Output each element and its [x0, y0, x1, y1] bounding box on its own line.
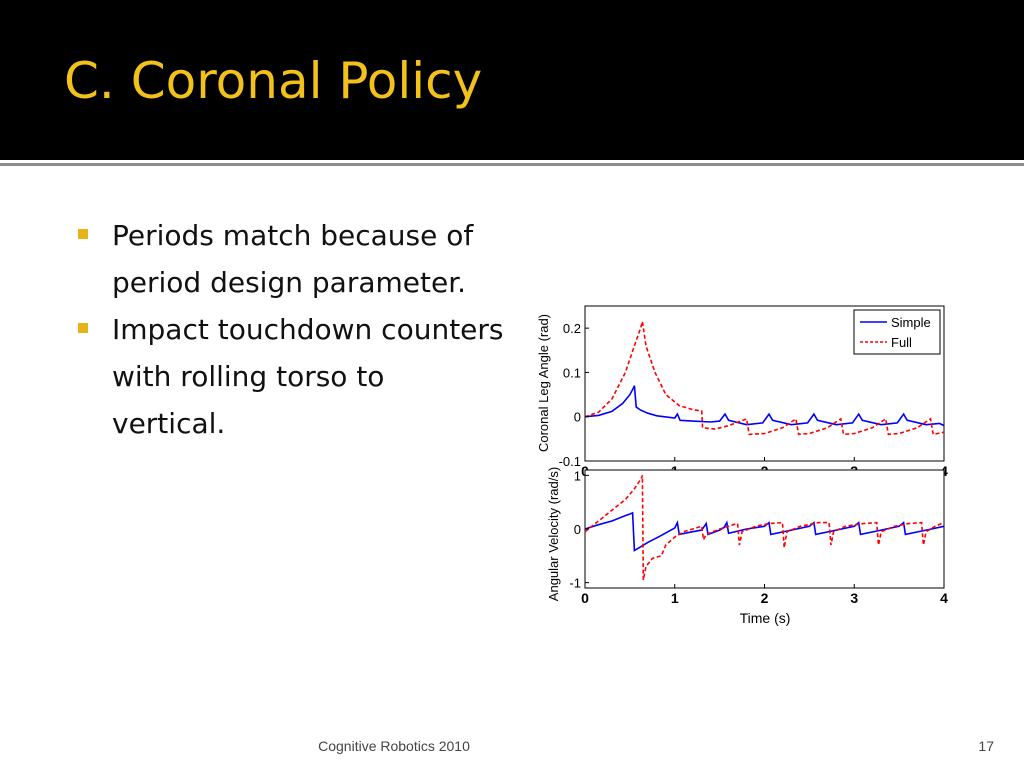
- legend-box: [853, 309, 941, 355]
- bullet-text: Periods match because of period design p…: [112, 219, 474, 299]
- leg-angle-series-group: [584, 321, 945, 436]
- leg-angle-y-tick-label: 0.1: [563, 365, 581, 380]
- bullet-item-periods: Periods match because of period design p…: [76, 212, 506, 306]
- angular-velocity-x-tick-label: 4: [940, 590, 948, 606]
- bullet-text: Impact touchdown counters with rolling t…: [112, 313, 504, 440]
- title-bar: C. Coronal Policy: [0, 0, 1024, 160]
- angular-velocity-series-full: [584, 475, 945, 581]
- bullet-square-icon: [78, 323, 88, 333]
- angular-velocity-x-tick-label: 0: [581, 590, 589, 606]
- legend-full-label: Full: [891, 335, 912, 350]
- leg-angle-y-axis-label: Coronal Leg Angle (rad): [536, 314, 551, 452]
- leg-angle-y-tick-label: 0: [574, 410, 581, 425]
- angular-velocity-x-ticks: 0 1 2 3 4: [581, 584, 948, 606]
- angular-velocity-x-tick-label: 2: [761, 590, 769, 606]
- bullet-list: Periods match because of period design p…: [76, 212, 506, 447]
- leg-angle-y-tick-label: 0.2: [563, 321, 581, 336]
- footer-course: Cognitive Robotics 2010: [318, 738, 470, 754]
- angular-velocity-y-axis-label: Angular Velocity (rad/s): [546, 467, 561, 601]
- angular-velocity-series-group: [584, 475, 945, 581]
- bullet-square-icon: [78, 229, 88, 239]
- page-number: 17: [978, 738, 994, 754]
- time-x-axis-label: Time (s): [740, 610, 791, 626]
- angular-velocity-y-tick-label: -1: [569, 576, 581, 591]
- angular-velocity-y-tick-label: 1: [574, 468, 581, 483]
- bullet-item-impact: Impact touchdown counters with rolling t…: [76, 306, 506, 447]
- angular-velocity-y-ticks: -1 0 1: [569, 468, 589, 591]
- title-divider-white: [0, 160, 1024, 162]
- angular-velocity-y-tick-label: 0: [574, 522, 581, 537]
- title-divider-gray: [0, 163, 1024, 166]
- chart-legend: Simple Full: [853, 309, 941, 355]
- angular-velocity-series-simple: [584, 511, 945, 552]
- legend-simple-label: Simple: [891, 315, 931, 330]
- slide-title: C. Coronal Policy: [64, 52, 483, 110]
- leg-angle-series-full: [584, 321, 945, 436]
- leg-angle-y-ticks: -0.1 0 0.1 0.2: [559, 321, 589, 469]
- coronal-policy-chart: -0.1 0 0.1 0.2 0 1 2 3 4 Coronal Leg Angle (rad…: [536, 305, 948, 626]
- leg-angle-y-tick-label: -0.1: [559, 454, 581, 469]
- angular-velocity-x-tick-label: 3: [850, 590, 858, 606]
- angular-velocity-x-tick-label: 1: [671, 590, 679, 606]
